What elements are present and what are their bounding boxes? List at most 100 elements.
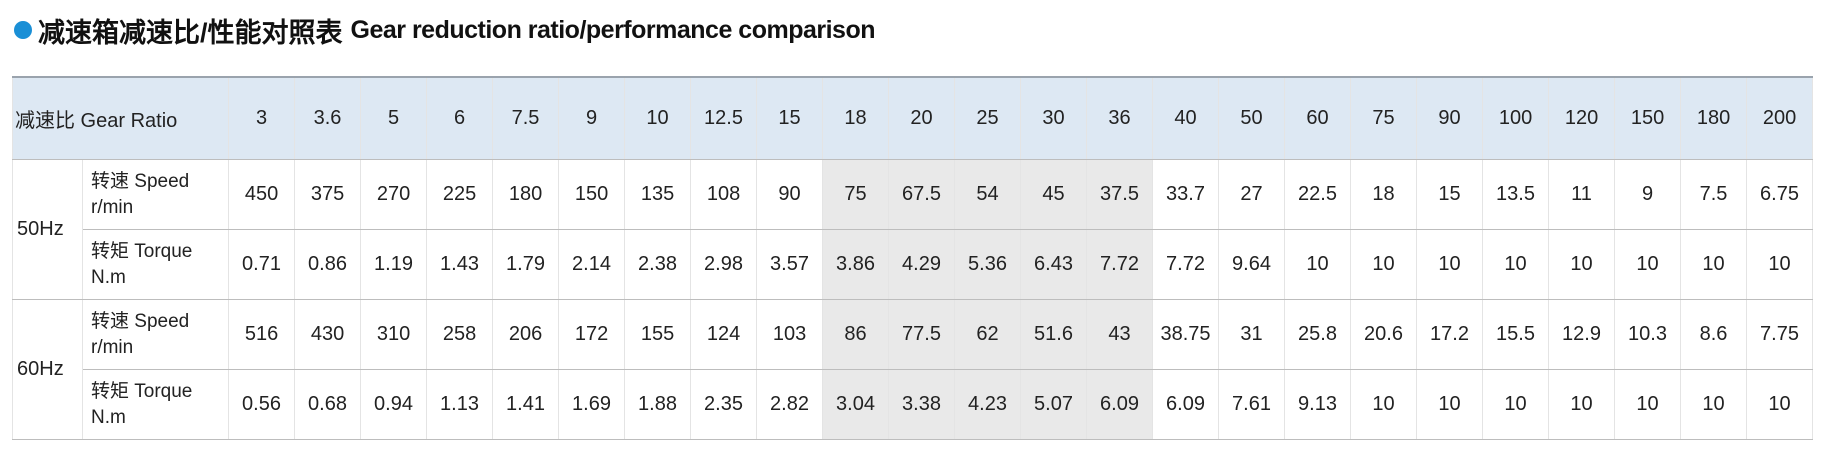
value-cell: 20.6 xyxy=(1350,299,1418,370)
value-cell: 10 xyxy=(1680,369,1748,440)
value-cell: 8.6 xyxy=(1680,299,1748,370)
value-cell: 0.56 xyxy=(228,369,296,440)
value-cell: 7.5 xyxy=(1680,159,1748,230)
value-cell: 135 xyxy=(624,159,692,230)
ratio-cell: 75 xyxy=(1350,76,1418,160)
value-cell: 27 xyxy=(1218,159,1286,230)
ratio-cell: 60 xyxy=(1284,76,1352,160)
row-label: 转矩 Torque N.m xyxy=(81,369,230,440)
value-cell: 3.38 xyxy=(888,369,956,440)
value-cell: 10 xyxy=(1548,229,1616,300)
freq-cell: 60Hz xyxy=(12,299,83,440)
ratio-cell: 7.5 xyxy=(492,76,560,160)
value-cell: 155 xyxy=(624,299,692,370)
value-cell: 10 xyxy=(1482,229,1550,300)
value-cell: 6.75 xyxy=(1746,159,1814,230)
ratio-cell: 25 xyxy=(954,76,1022,160)
value-cell: 5.36 xyxy=(954,229,1022,300)
value-cell: 3.04 xyxy=(822,369,890,440)
ratio-cell: 200 xyxy=(1746,76,1814,160)
ratio-cell: 40 xyxy=(1152,76,1220,160)
header-row: 减速比 Gear Ratio 3 3.6 5 6 7.5 9 10 12.5 15 18 20 25 30… xyxy=(11,76,1814,160)
row-unit: r/min xyxy=(91,336,134,358)
value-cell: 6.09 xyxy=(1086,369,1154,440)
ratio-cell: 3 xyxy=(228,76,296,160)
value-cell: 1.88 xyxy=(624,369,692,440)
row-label: 转速 Speed r/min xyxy=(81,299,230,370)
title: 减速箱减速比/性能对照表 Gear reduction ratio/perfor… xyxy=(14,10,876,50)
value-cell: 1.19 xyxy=(360,229,428,300)
title-en: Gear reduction ratio/performance compari… xyxy=(350,15,876,44)
ratio-cell: 5 xyxy=(360,76,428,160)
header-label: 减速比 Gear Ratio xyxy=(11,76,230,160)
value-cell: 2.38 xyxy=(624,229,692,300)
value-cell: 103 xyxy=(756,299,824,370)
value-cell: 17.2 xyxy=(1416,299,1484,370)
value-cell: 43 xyxy=(1086,299,1154,370)
value-cell: 0.86 xyxy=(294,229,362,300)
value-cell: 1.69 xyxy=(558,369,626,440)
ratio-cell: 150 xyxy=(1614,76,1682,160)
value-cell: 5.07 xyxy=(1020,369,1088,440)
ratio-table: 减速比 Gear Ratio 3 3.6 5 6 7.5 9 10 12.5 15 18 20 25 30… xyxy=(11,76,1814,440)
ratio-cell: 12.5 xyxy=(690,76,758,160)
ratio-cell: 18 xyxy=(822,76,890,160)
value-cell: 10 xyxy=(1416,369,1484,440)
ratio-cell: 20 xyxy=(888,76,956,160)
value-cell: 1.79 xyxy=(492,229,560,300)
ratio-cell: 3.6 xyxy=(294,76,362,160)
value-cell: 15.5 xyxy=(1482,299,1550,370)
data-row: 60Hz 转速 Speed r/min 516 430 310 258 206 172 155 12… xyxy=(12,299,1814,440)
data-row: 转矩 Torque N.m 0.71 0.86 1.19 1.43 1.79 2.14 2.38… xyxy=(13,229,1814,300)
value-cell: 0.94 xyxy=(360,369,428,440)
value-cell: 10 xyxy=(1680,229,1748,300)
value-cell: 13.5 xyxy=(1482,159,1550,230)
row-label: 转速 Speed r/min xyxy=(81,159,230,230)
ratio-cell: 120 xyxy=(1548,76,1616,160)
value-cell: 450 xyxy=(228,159,296,230)
value-cell: 7.72 xyxy=(1152,229,1220,300)
value-cell: 1.41 xyxy=(492,369,560,440)
row-unit: N.m xyxy=(91,406,126,428)
value-cell: 86 xyxy=(822,299,890,370)
ratio-cell: 90 xyxy=(1416,76,1484,160)
row-name: 转矩 Torque xyxy=(91,240,193,262)
bullet xyxy=(14,21,32,39)
value-cell: 124 xyxy=(690,299,758,370)
value-cell: 75 xyxy=(822,159,890,230)
value-cell: 10 xyxy=(1350,229,1418,300)
value-cell: 10 xyxy=(1746,369,1814,440)
value-cell: 1.43 xyxy=(426,229,494,300)
value-cell: 10 xyxy=(1284,229,1352,300)
value-cell: 180 xyxy=(492,159,560,230)
value-cell: 77.5 xyxy=(888,299,956,370)
value-cell: 51.6 xyxy=(1020,299,1088,370)
value-cell: 33.7 xyxy=(1152,159,1220,230)
ratio-cell: 10 xyxy=(624,76,692,160)
value-cell: 9 xyxy=(1614,159,1682,230)
freq-cell: 50Hz xyxy=(12,159,83,300)
row-name: 转速 Speed xyxy=(91,310,190,332)
value-cell: 2.14 xyxy=(558,229,626,300)
value-cell: 11 xyxy=(1548,159,1616,230)
ratio-cell: 180 xyxy=(1680,76,1748,160)
value-cell: 25.8 xyxy=(1284,299,1352,370)
value-cell: 10 xyxy=(1614,369,1682,440)
value-cell: 6.43 xyxy=(1020,229,1088,300)
value-cell: 430 xyxy=(294,299,362,370)
value-cell: 62 xyxy=(954,299,1022,370)
ratio-cell: 36 xyxy=(1086,76,1154,160)
value-cell: 67.5 xyxy=(888,159,956,230)
value-cell: 2.82 xyxy=(756,369,824,440)
row-unit: N.m xyxy=(91,266,126,288)
value-cell: 22.5 xyxy=(1284,159,1352,230)
value-cell: 2.98 xyxy=(690,229,758,300)
value-cell: 2.35 xyxy=(690,369,758,440)
value-cell: 258 xyxy=(426,299,494,370)
value-cell: 45 xyxy=(1020,159,1088,230)
row-name: 转矩 Torque xyxy=(91,380,193,402)
value-cell: 7.75 xyxy=(1746,299,1814,370)
value-cell: 10 xyxy=(1614,229,1682,300)
value-cell: 516 xyxy=(228,299,296,370)
